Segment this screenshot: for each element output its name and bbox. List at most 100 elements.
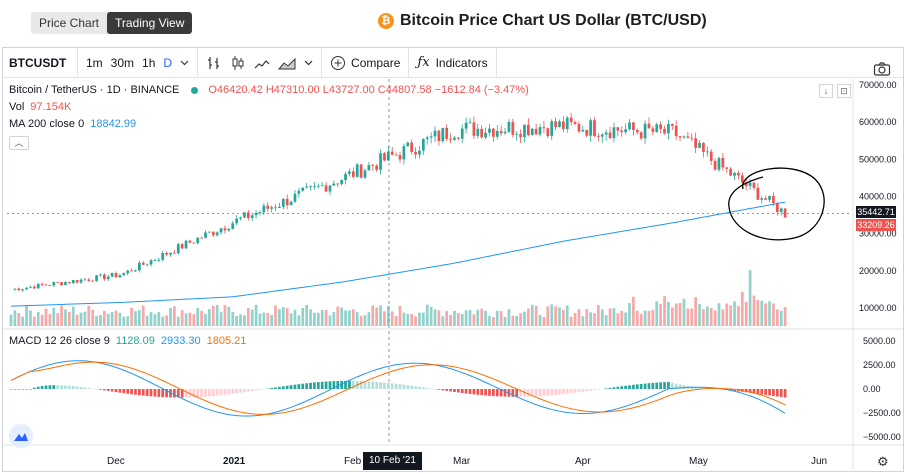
macd-histogram-bar [468,389,472,394]
volume-bar [464,310,468,326]
candle-body [153,260,157,261]
tradingview-logo-icon[interactable] [9,424,33,448]
volume-bar [667,301,670,326]
macd-histogram-bar [64,385,67,389]
symbol-search[interactable]: BTCUSDT [9,55,67,70]
candle-body [449,138,452,140]
candle-body [25,287,28,290]
volume-bar [223,305,227,326]
candle-body [239,217,242,219]
macd-histogram-bar [783,389,787,398]
price-tick-label: 10000.00 [859,303,897,313]
candle-body [235,218,238,224]
volume-bar [783,307,787,326]
macd-histogram-bar [647,383,651,389]
volume-bar [663,296,666,326]
candle-body [180,244,184,249]
volume-bar [192,314,196,326]
volume-bar [67,312,71,326]
candle-body [702,142,705,152]
candle-body [643,123,647,139]
volume-bar [511,315,515,326]
volume-bar [717,303,721,326]
volume-bar [324,309,328,326]
candle-body [398,155,402,160]
legend-instrument: Bitcoin / TetherUS · 1D · BINANCE [9,84,180,96]
legend-volume-label: Vol [9,101,25,113]
scroll-down-icon[interactable]: ↓ [819,84,833,98]
macd-histogram-bar [83,387,87,389]
volume-bar [285,308,289,326]
time-tick-may: May [689,456,708,467]
volume-bar [530,304,534,326]
volume-bar [235,315,238,326]
candle-body [145,264,149,266]
macd-histogram-bar [698,387,701,389]
volume-bar [410,313,414,326]
volume-bar [740,291,744,326]
volume-bar [515,315,519,326]
line-style-icon[interactable] [250,48,274,78]
interval-1d[interactable]: D [163,55,173,70]
candle-body [289,201,293,206]
style-menu-chevron-icon[interactable] [300,48,317,78]
candle-body [456,137,460,139]
volume-bar [709,307,713,326]
indicators-button[interactable]: ƒx Indicators [413,48,491,78]
legend-collapse-button[interactable]: ︿ [9,136,29,150]
candle-body [231,223,235,230]
time-tick-dec: Dec [107,456,125,467]
macd-histogram-bar [250,389,254,392]
candle-body [208,231,211,233]
candle-body [515,134,519,135]
macd-histogram-bar [702,387,705,389]
tab-trading-view[interactable]: Trading View [107,12,193,34]
macd-histogram-bar [593,389,596,391]
compare-button[interactable]: Compare [326,48,404,78]
interval-menu-chevron-icon[interactable] [176,48,193,78]
candle-body [262,205,266,213]
candle-body [83,279,87,281]
maximize-pane-icon[interactable]: ⊡ [837,84,851,98]
price-chart-canvas[interactable]: 70000.00 60000.00 50000.00 40000.00 30000.00… [3,79,903,472]
candle-body [772,195,775,203]
candle-body [429,136,433,138]
gear-icon[interactable]: ⚙ [877,454,889,469]
interval-1h[interactable]: 1h [142,55,156,70]
bar-style-icon[interactable] [202,48,226,78]
camera-icon[interactable] [869,54,895,84]
candle-body [17,288,21,291]
candle-body [313,185,316,187]
macd-histogram-bar [328,381,332,389]
macd-histogram-bar [573,389,577,393]
candle-body [246,212,250,219]
macd-histogram-bar [752,389,756,394]
macd-histogram-bar [99,389,102,390]
tab-price-chart[interactable]: Price Chart [39,16,100,30]
interval-30m[interactable]: 30m [110,55,135,70]
volume-bar [628,303,631,326]
volume-bar [527,308,530,326]
volume-bar [340,307,344,326]
candle-body [375,165,379,170]
volume-bar [768,301,771,326]
volume-bar [91,309,95,326]
volume-bar [219,312,223,326]
legend-ohlc: O46420.42 H47310.00 L43727.00 C44807.58 … [208,84,529,96]
area-style-icon[interactable] [274,48,300,78]
candle-body [682,136,686,138]
candles-style-icon[interactable] [226,48,250,78]
candle-body [169,252,172,255]
interval-1m[interactable]: 1m [86,55,103,70]
volume-bar [616,313,620,326]
volume-bar [593,313,596,326]
volume-bar [429,306,433,326]
macd-histogram-bar [134,389,137,395]
macd-histogram-bar [437,389,441,390]
candle-body [635,130,639,133]
candle-body [157,259,161,261]
macd-histogram-bar [643,383,647,389]
candle-body [744,182,748,187]
macd-histogram-bar [464,389,468,394]
time-tick-2021: 2021 [223,456,246,467]
